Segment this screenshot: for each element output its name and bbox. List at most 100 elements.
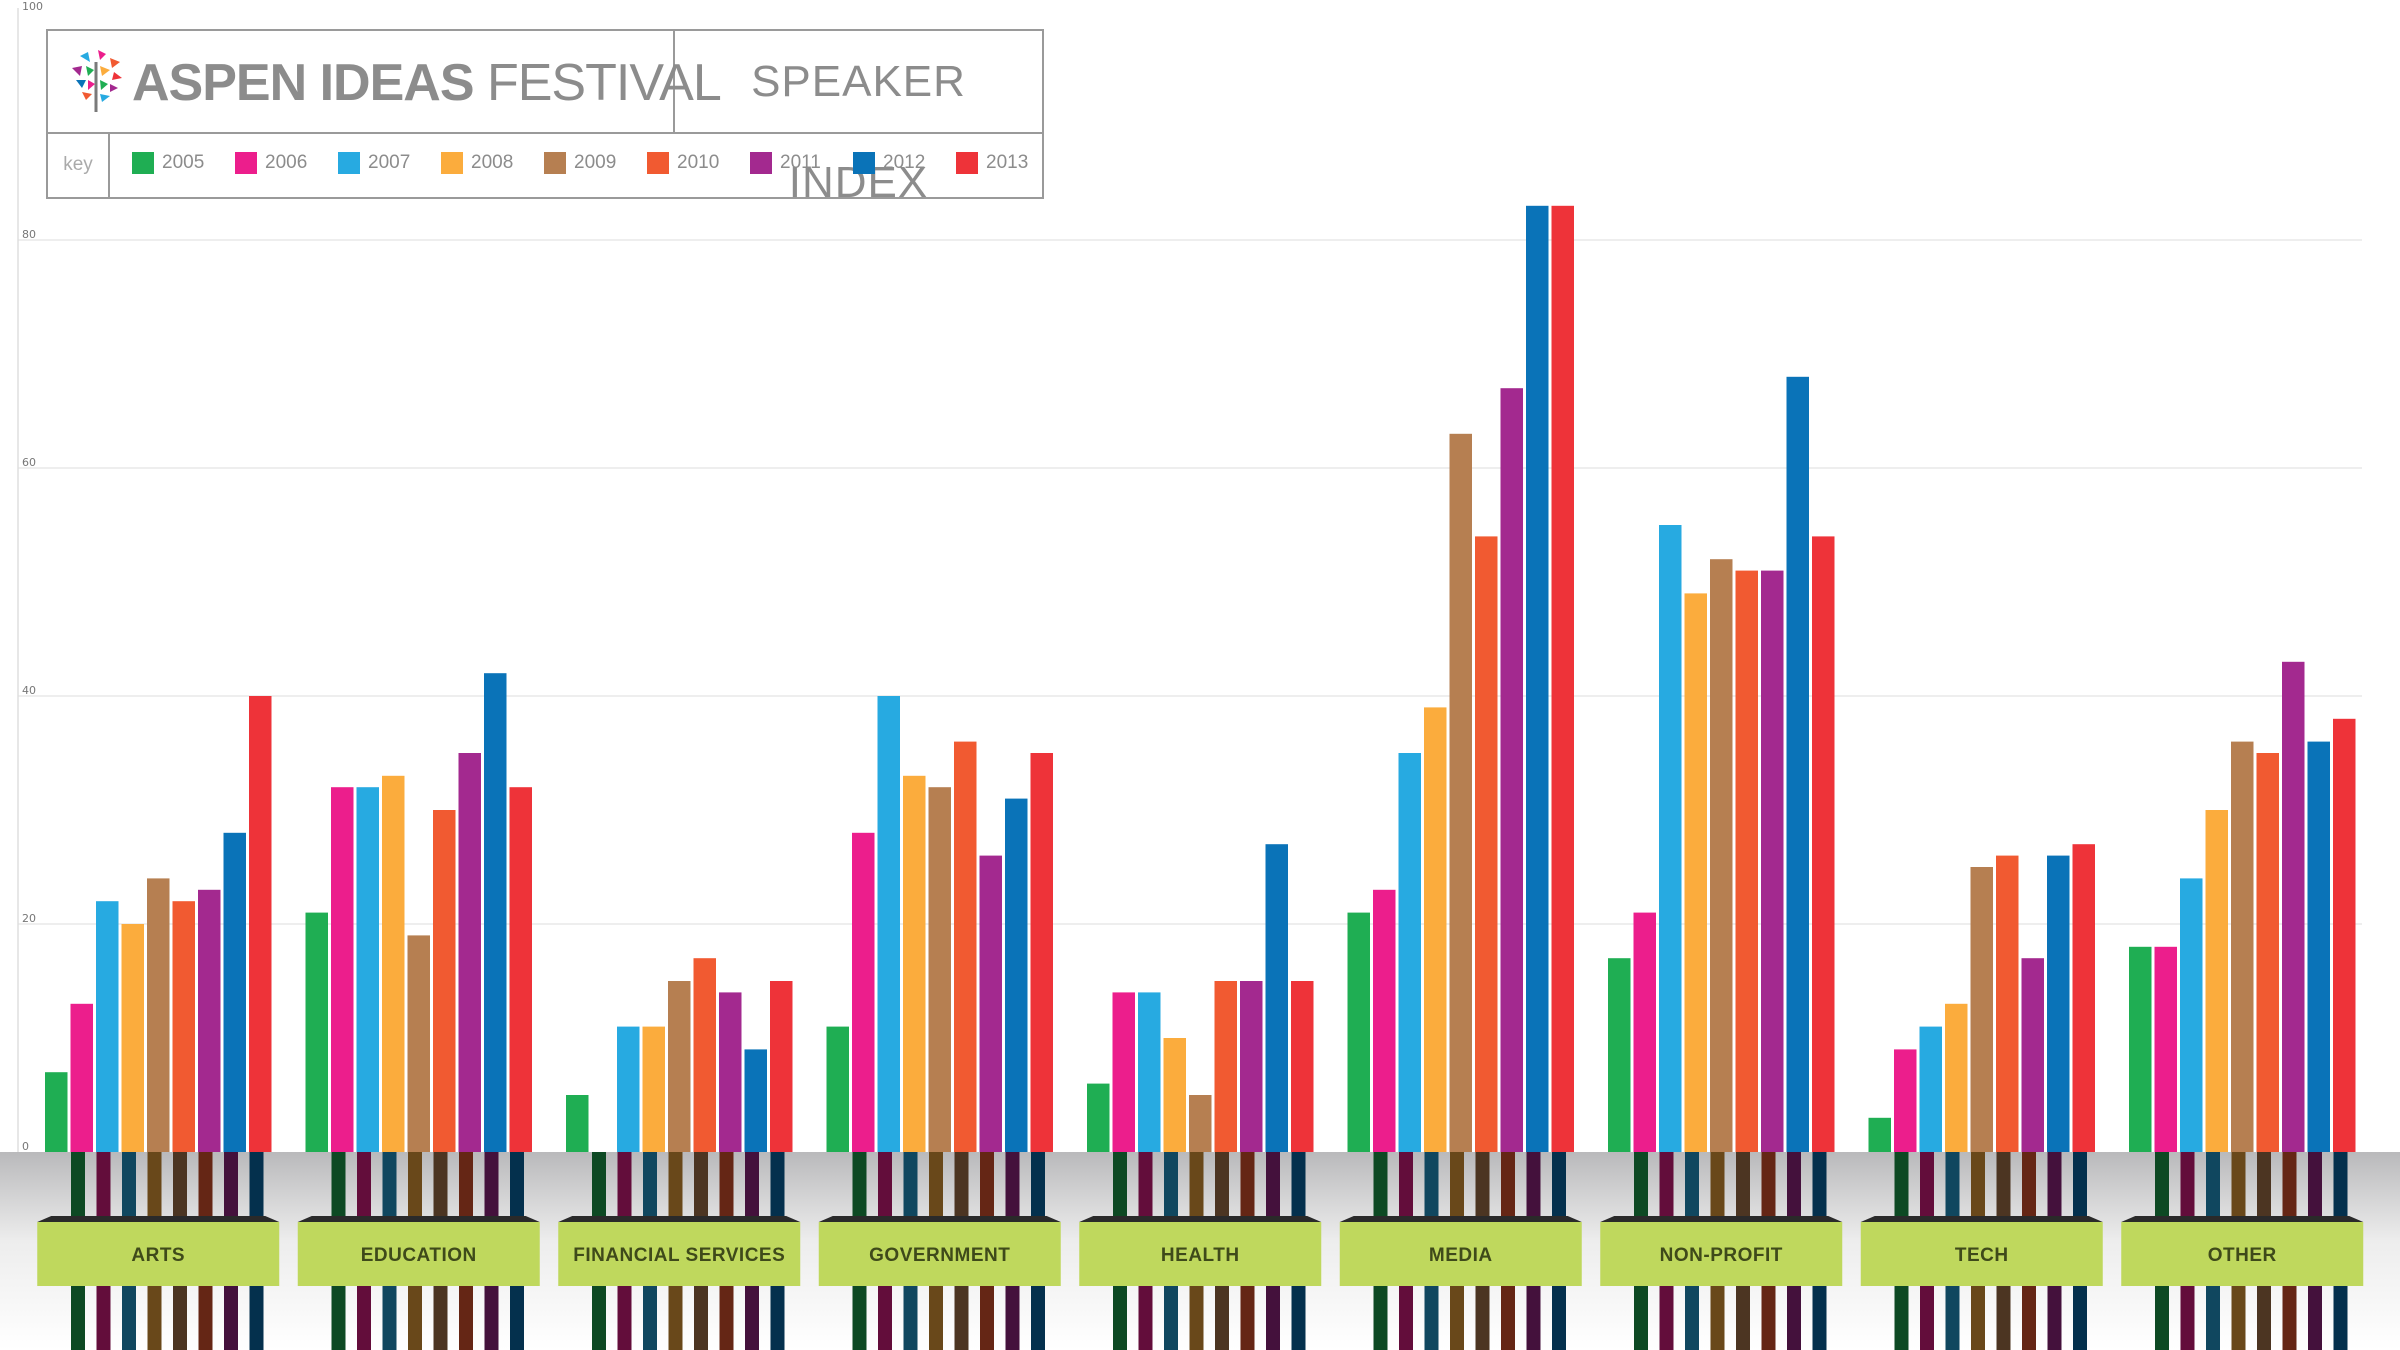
- legend-item-2008: 2008: [441, 152, 544, 174]
- brand-name-bold: ASPEN IDEAS: [132, 54, 475, 112]
- legend-label: 2007: [368, 152, 411, 173]
- y-tick-label: 0: [22, 1140, 29, 1153]
- bar: [903, 775, 926, 1152]
- category-label-box: [1339, 1222, 1582, 1286]
- category-label-shadow: [818, 1216, 1061, 1222]
- bar: [356, 787, 379, 1152]
- bar: [2047, 855, 2070, 1152]
- category-label-box: [558, 1222, 801, 1286]
- category-label: FINANCIAL SERVICES: [573, 1245, 785, 1266]
- bar: [121, 924, 144, 1152]
- legend-swatch: [338, 152, 360, 174]
- bar: [2333, 718, 2356, 1152]
- bar: [2307, 741, 2330, 1152]
- bar: [852, 832, 875, 1152]
- bar: [2205, 810, 2228, 1152]
- bar: [1735, 570, 1758, 1152]
- category-label: NON-PROFIT: [1660, 1245, 1783, 1266]
- legend-row: key 2005 2006 2007 2008 2009 2010 2011 2…: [48, 132, 1042, 197]
- bar: [382, 775, 405, 1152]
- legend-label: 2009: [574, 152, 617, 173]
- tree-logo-icon: [72, 50, 122, 112]
- category-label: TECH: [1955, 1245, 2009, 1266]
- bar: [172, 901, 195, 1152]
- category-label-box: [818, 1222, 1061, 1286]
- bar: [1138, 992, 1161, 1152]
- brand: ASPEN IDEAS FESTIVAL: [48, 31, 722, 132]
- bar: [1112, 992, 1135, 1152]
- bar: [744, 1049, 767, 1152]
- bar: [1373, 889, 1396, 1152]
- bar: [458, 753, 481, 1152]
- brand-name: ASPEN IDEAS FESTIVAL: [132, 53, 722, 113]
- bar: [2154, 946, 2177, 1152]
- bar: [484, 673, 507, 1152]
- bar: [1710, 559, 1733, 1152]
- y-tick-label: 80: [22, 228, 36, 241]
- bar: [1240, 981, 1263, 1152]
- category-label-box: [1600, 1222, 1843, 1286]
- bar: [566, 1095, 589, 1152]
- bar: [1087, 1083, 1110, 1152]
- bar: [979, 855, 1002, 1152]
- bar: [1919, 1026, 1942, 1152]
- category-label-box: [1860, 1222, 2103, 1286]
- legend-item-2012: 2012: [853, 152, 956, 174]
- legend-swatch: [132, 152, 154, 174]
- bar: [1608, 958, 1631, 1152]
- bar: [617, 1026, 640, 1152]
- bar: [877, 696, 900, 1152]
- legend-swatch: [441, 152, 463, 174]
- y-tick-label: 100: [22, 0, 43, 13]
- category-label-box: [297, 1222, 540, 1286]
- category-label: ARTS: [131, 1245, 185, 1266]
- category-label-shadow: [37, 1216, 280, 1222]
- category-label-shadow: [1860, 1216, 2103, 1222]
- bar: [1449, 433, 1472, 1152]
- bar: [249, 696, 272, 1152]
- bar: [1189, 1095, 1212, 1152]
- bar: [2180, 878, 2203, 1152]
- bar: [1526, 205, 1549, 1153]
- legend-item-2013: 2013: [956, 152, 1059, 174]
- legend-swatch: [235, 152, 257, 174]
- bar: [928, 787, 951, 1152]
- legend-key-label: key: [48, 132, 110, 197]
- bar: [826, 1026, 849, 1152]
- brand-name-light: FESTIVAL: [486, 54, 722, 112]
- category-label-shadow: [1339, 1216, 1582, 1222]
- category-label-box: [1079, 1222, 1322, 1286]
- bar: [433, 810, 456, 1152]
- category-label-shadow: [2121, 1216, 2364, 1222]
- legend-swatch: [544, 152, 566, 174]
- bar: [2282, 661, 2305, 1152]
- legend-label: 2012: [883, 152, 926, 173]
- category-label-shadow: [297, 1216, 540, 1222]
- bar: [2072, 844, 2095, 1152]
- bar: [1659, 525, 1682, 1152]
- category-label-box: [2121, 1222, 2364, 1286]
- legend-item-2010: 2010: [647, 152, 750, 174]
- legend-item-2007: 2007: [338, 152, 441, 174]
- bar: [1214, 981, 1237, 1152]
- bar: [331, 787, 354, 1152]
- bar: [1398, 753, 1421, 1152]
- legend-swatch: [750, 152, 772, 174]
- y-tick-label: 20: [22, 912, 36, 925]
- legend-label: 2010: [677, 152, 720, 173]
- legend-swatch: [647, 152, 669, 174]
- bar: [642, 1026, 665, 1152]
- legend-swatch: [853, 152, 875, 174]
- bars: [45, 205, 2356, 1153]
- bar: [1551, 205, 1574, 1153]
- bar: [1970, 867, 1993, 1152]
- bar: [1005, 798, 1028, 1152]
- bar: [1500, 388, 1523, 1152]
- bar: [2021, 958, 2044, 1152]
- bar: [1030, 753, 1053, 1152]
- bar: [1996, 855, 2019, 1152]
- bar: [1894, 1049, 1917, 1152]
- legend: 2005 2006 2007 2008 2009 2010 2011 2012 …: [132, 152, 1059, 174]
- legend-swatch: [956, 152, 978, 174]
- category-label: MEDIA: [1429, 1245, 1493, 1266]
